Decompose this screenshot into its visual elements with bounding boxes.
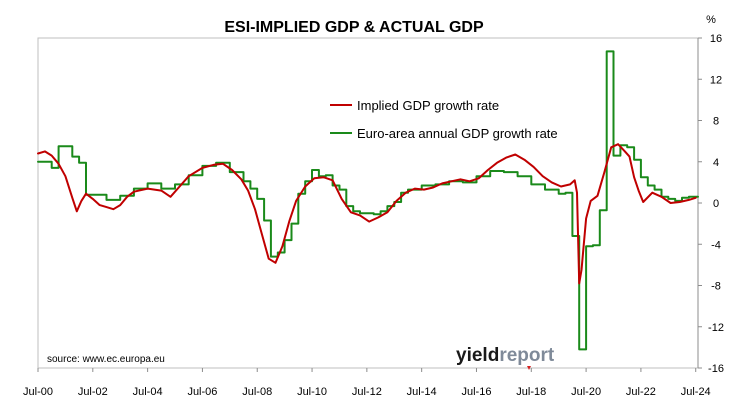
x-tick-label: Jul-02 xyxy=(78,386,108,398)
y-tick-label: 12 xyxy=(710,74,722,86)
x-tick-label: Jul-10 xyxy=(297,386,327,398)
chart-title: ESI-IMPLIED GDP & ACTUAL GDP xyxy=(224,19,484,36)
logo-wordmark: yieldreport xyxy=(456,345,555,366)
x-tick-label: Jul-08 xyxy=(242,386,272,398)
x-tick-label: Jul-20 xyxy=(571,386,601,398)
legend: Implied GDP growth rate Euro-area annual… xyxy=(330,98,558,141)
yieldreport-logo: yieldreport xyxy=(456,345,555,370)
x-axis-ticks: Jul-00 Jul-02 Jul-04 Jul-06 Jul-08 Jul-10 Jul-… xyxy=(23,368,711,398)
series-line-actual-gdp xyxy=(37,50,699,351)
legend-label-implied: Implied GDP growth rate xyxy=(357,98,499,113)
logo-marker-icon xyxy=(527,366,531,370)
y-tick-label: 16 xyxy=(710,33,722,45)
y-tick-label: -4 xyxy=(711,239,721,251)
y-tick-label: 8 xyxy=(713,116,719,128)
y-tick-label: 4 xyxy=(713,157,719,169)
x-tick-label: Jul-18 xyxy=(516,386,546,398)
logo-part-report: report xyxy=(499,345,555,366)
series-layer xyxy=(37,50,699,351)
x-tick-label: Jul-00 xyxy=(23,386,53,398)
legend-label-actual: Euro-area annual GDP growth rate xyxy=(357,126,558,141)
series-line-implied-gdp xyxy=(37,143,697,285)
y-tick-label: -16 xyxy=(708,363,724,375)
plot-area-frame xyxy=(37,37,699,369)
x-tick-label: Jul-22 xyxy=(626,386,656,398)
x-tick-label: Jul-16 xyxy=(461,386,491,398)
y-axis-ticks: 16 12 8 4 0 -4 -8 -12 -16 xyxy=(698,33,724,375)
y-axis-unit: % xyxy=(706,14,716,26)
x-tick-label: Jul-12 xyxy=(352,386,382,398)
x-tick-label: Jul-24 xyxy=(681,386,711,398)
x-tick-label: Jul-06 xyxy=(187,386,217,398)
y-tick-label: 0 xyxy=(713,198,719,210)
source-note: source: www.ec.europa.eu xyxy=(47,354,165,365)
y-tick-label: -8 xyxy=(711,281,721,293)
x-tick-label: Jul-04 xyxy=(133,386,163,398)
y-tick-label: -12 xyxy=(708,322,724,334)
x-tick-label: Jul-14 xyxy=(407,386,437,398)
logo-part-yield: yield xyxy=(456,345,499,366)
